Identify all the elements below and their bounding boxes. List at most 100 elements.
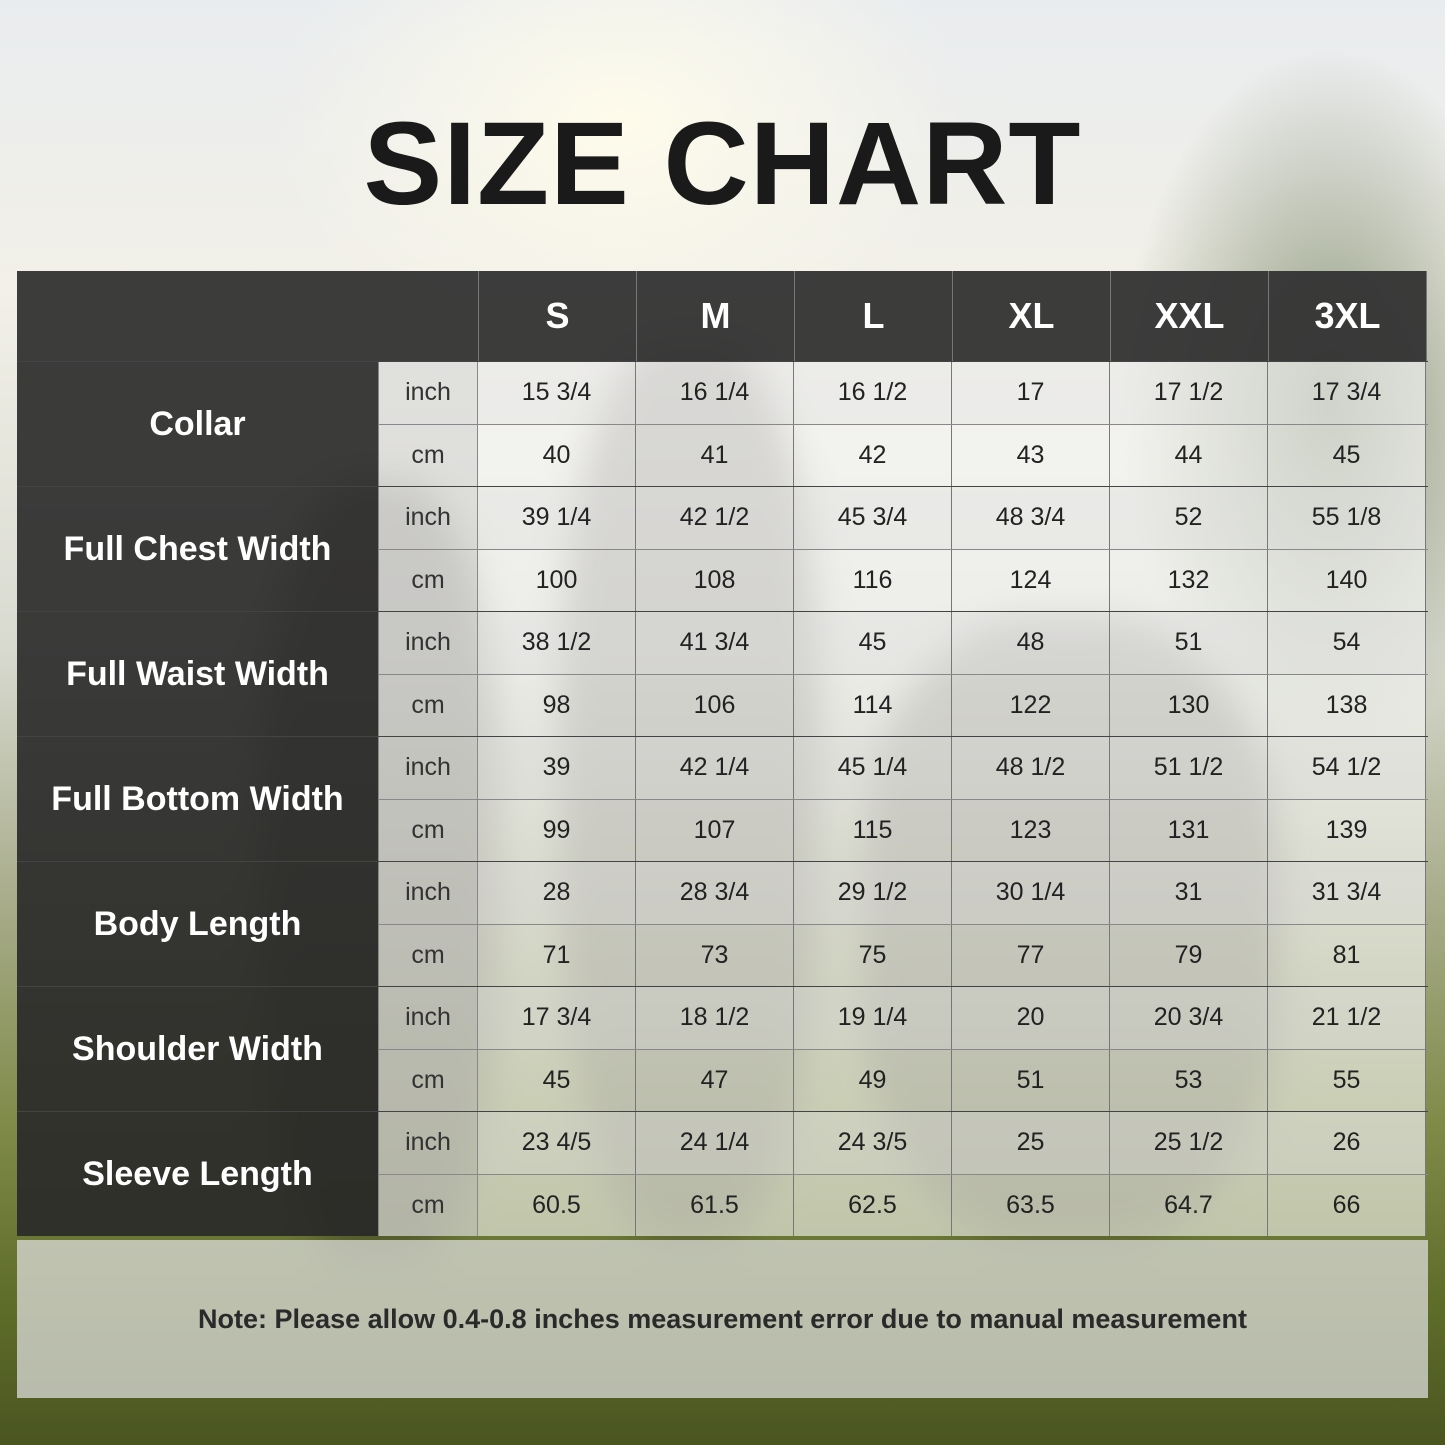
value-cell: 53 [1110,1049,1268,1111]
measurement-values: inch 15 3/4 16 1/4 16 1/2 17 17 1/2 17 3/4 cm 40… [378,362,1428,486]
unit-label: inch [378,737,478,799]
value-cell: 124 [952,549,1110,611]
value-cell: 45 [1268,424,1426,486]
value-cell: 107 [636,799,794,861]
measurement-label: Collar [17,362,378,486]
unit-label: inch [378,362,478,424]
value-cell: 17 1/2 [1110,362,1268,424]
value-cell: 140 [1268,549,1426,611]
value-cell: 132 [1110,549,1268,611]
unit-row: cm 98 106 114 122 130 138 [378,673,1428,736]
value-cell: 42 1/4 [636,737,794,799]
value-cell: 43 [952,424,1110,486]
value-cell: 21 1/2 [1268,987,1426,1049]
unit-row: cm 60.5 61.5 62.5 63.5 64.7 66 [378,1173,1428,1236]
value-cell: 30 1/4 [952,862,1110,924]
value-cell: 77 [952,924,1110,986]
value-cell: 44 [1110,424,1268,486]
measurement-row: Shoulder Width inch 17 3/4 18 1/2 19 1/4 20 20… [17,986,1428,1111]
value-cell: 45 3/4 [794,487,952,549]
value-cell: 41 [636,424,794,486]
value-cell: 49 [794,1049,952,1111]
header-blank-cell [17,271,479,361]
value-cell: 23 4/5 [478,1112,636,1174]
value-cell: 17 3/4 [1268,362,1426,424]
size-header: L [795,271,953,361]
measurement-row: Full Bottom Width inch 39 42 1/4 45 1/4 48 1/… [17,736,1428,861]
value-cell: 51 [1110,612,1268,674]
value-cell: 16 1/2 [794,362,952,424]
unit-label: cm [378,799,478,861]
value-cell: 45 1/4 [794,737,952,799]
size-table-body: Collar inch 15 3/4 16 1/4 16 1/2 17 17 1/2 17 3… [17,361,1428,1236]
unit-label: inch [378,487,478,549]
measurement-values: inch 39 1/4 42 1/2 45 3/4 48 3/4 52 55 1/8 cm 10… [378,487,1428,611]
value-cell: 24 1/4 [636,1112,794,1174]
value-cell: 64.7 [1110,1174,1268,1236]
value-cell: 106 [636,674,794,736]
size-header-row: S M L XL XXL 3XL [17,271,1428,361]
measurement-label: Full Bottom Width [17,737,378,861]
value-cell: 75 [794,924,952,986]
unit-label: cm [378,424,478,486]
unit-label: cm [378,1174,478,1236]
value-cell: 15 3/4 [478,362,636,424]
value-cell: 41 3/4 [636,612,794,674]
value-cell: 16 1/4 [636,362,794,424]
value-cell: 48 1/2 [952,737,1110,799]
value-cell: 48 [952,612,1110,674]
unit-label: inch [378,612,478,674]
unit-label: cm [378,549,478,611]
value-cell: 79 [1110,924,1268,986]
value-cell: 24 3/5 [794,1112,952,1174]
measurement-values: inch 38 1/2 41 3/4 45 48 51 54 cm 98 106 114 122 130… [378,612,1428,736]
value-cell: 108 [636,549,794,611]
unit-row: cm 100 108 116 124 132 140 [378,548,1428,611]
value-cell: 25 [952,1112,1110,1174]
measurement-row: Full Chest Width inch 39 1/4 42 1/2 45 3/4 48… [17,486,1428,611]
value-cell: 122 [952,674,1110,736]
value-cell: 31 [1110,862,1268,924]
value-cell: 52 [1110,487,1268,549]
measurement-values: inch 28 28 3/4 29 1/2 30 1/4 31 31 3/4 cm 71 73 75… [378,862,1428,986]
value-cell: 55 [1268,1049,1426,1111]
value-cell: 130 [1110,674,1268,736]
unit-row: inch 38 1/2 41 3/4 45 48 51 54 [378,612,1428,674]
measurement-label: Full Waist Width [17,612,378,736]
size-header: 3XL [1269,271,1427,361]
unit-label: inch [378,1112,478,1174]
size-header: XXL [1111,271,1269,361]
size-header: M [637,271,795,361]
measurement-row: Body Length inch 28 28 3/4 29 1/2 30 1/4 31 31 … [17,861,1428,986]
unit-row: cm 40 41 42 43 44 45 [378,423,1428,486]
value-cell: 55 1/8 [1268,487,1426,549]
value-cell: 20 3/4 [1110,987,1268,1049]
value-cell: 45 [478,1049,636,1111]
value-cell: 115 [794,799,952,861]
unit-row: inch 39 1/4 42 1/2 45 3/4 48 3/4 52 55 1/8 [378,487,1428,549]
value-cell: 98 [478,674,636,736]
page-title: SIZE CHART [363,98,1082,230]
value-cell: 45 [794,612,952,674]
value-cell: 100 [478,549,636,611]
value-cell: 17 [952,362,1110,424]
value-cell: 99 [478,799,636,861]
value-cell: 25 1/2 [1110,1112,1268,1174]
measurement-row: Sleeve Length inch 23 4/5 24 1/4 24 3/5 25 25 … [17,1111,1428,1236]
measurement-values: inch 23 4/5 24 1/4 24 3/5 25 25 1/2 26 cm 60.5 61… [378,1112,1428,1236]
value-cell: 54 [1268,612,1426,674]
measurement-note: Note: Please allow 0.4-0.8 inches measur… [17,1240,1428,1398]
unit-row: inch 23 4/5 24 1/4 24 3/5 25 25 1/2 26 [378,1112,1428,1174]
value-cell: 60.5 [478,1174,636,1236]
measurement-row: Full Waist Width inch 38 1/2 41 3/4 45 48 51 54… [17,611,1428,736]
value-cell: 28 3/4 [636,862,794,924]
unit-label: cm [378,1049,478,1111]
unit-row: cm 99 107 115 123 131 139 [378,798,1428,861]
unit-label: cm [378,924,478,986]
value-cell: 28 [478,862,636,924]
unit-row: inch 28 28 3/4 29 1/2 30 1/4 31 31 3/4 [378,862,1428,924]
unit-row: inch 15 3/4 16 1/4 16 1/2 17 17 1/2 17 3/4 [378,362,1428,424]
measurement-values: inch 39 42 1/4 45 1/4 48 1/2 51 1/2 54 1/2 cm 99… [378,737,1428,861]
measurement-label: Sleeve Length [17,1112,378,1236]
measurement-label: Full Chest Width [17,487,378,611]
